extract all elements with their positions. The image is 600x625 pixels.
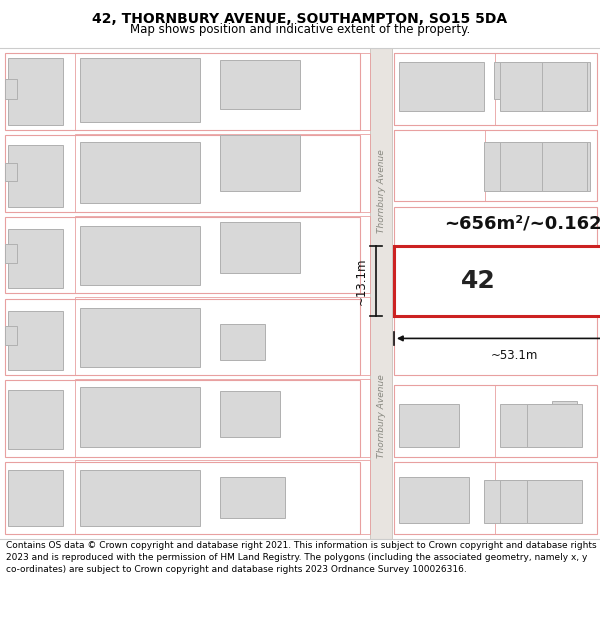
- Bar: [80, 470, 200, 526]
- Bar: [8, 58, 63, 125]
- Bar: [394, 462, 597, 534]
- Bar: [500, 142, 590, 191]
- Bar: [517, 406, 547, 436]
- Bar: [399, 478, 469, 523]
- Text: ~13.1m: ~13.1m: [355, 258, 368, 305]
- Text: Map shows position and indicative extent of the property.: Map shows position and indicative extent…: [130, 23, 470, 36]
- Text: 42, THORNBURY AVENUE, SOUTHAMPTON, SO15 5DA: 42, THORNBURY AVENUE, SOUTHAMPTON, SO15 …: [92, 12, 508, 26]
- Bar: [5, 79, 17, 99]
- Bar: [75, 216, 370, 293]
- Text: Thornbury Avenue: Thornbury Avenue: [377, 374, 386, 458]
- Bar: [552, 253, 572, 273]
- Bar: [80, 308, 200, 367]
- Bar: [5, 135, 360, 212]
- Bar: [5, 299, 360, 375]
- Text: ~53.1m: ~53.1m: [490, 349, 538, 362]
- Bar: [75, 53, 370, 130]
- Bar: [370, 48, 392, 539]
- Bar: [80, 388, 200, 447]
- Bar: [394, 386, 597, 457]
- Bar: [8, 311, 63, 370]
- Bar: [527, 481, 582, 523]
- Bar: [220, 478, 285, 518]
- Bar: [527, 404, 582, 447]
- Bar: [500, 481, 570, 523]
- Bar: [399, 62, 484, 111]
- Bar: [484, 481, 544, 523]
- Bar: [5, 162, 17, 181]
- Bar: [8, 389, 63, 449]
- Bar: [552, 401, 577, 426]
- Bar: [394, 53, 495, 125]
- Bar: [5, 462, 360, 534]
- Bar: [220, 222, 300, 273]
- Bar: [220, 135, 300, 191]
- Bar: [220, 61, 300, 109]
- Bar: [5, 244, 17, 262]
- Bar: [394, 462, 495, 534]
- Bar: [5, 217, 360, 293]
- Bar: [8, 229, 63, 288]
- Bar: [517, 248, 547, 273]
- Bar: [220, 391, 280, 436]
- Bar: [394, 53, 597, 125]
- Bar: [8, 470, 63, 526]
- Bar: [220, 324, 265, 360]
- Bar: [494, 62, 564, 99]
- Bar: [542, 142, 587, 191]
- Bar: [542, 62, 587, 111]
- Text: Contains OS data © Crown copyright and database right 2021. This information is : Contains OS data © Crown copyright and d…: [6, 541, 596, 574]
- Bar: [5, 381, 360, 457]
- Bar: [399, 404, 459, 447]
- Text: Thornbury Avenue: Thornbury Avenue: [377, 149, 386, 233]
- Text: 42: 42: [461, 269, 496, 293]
- Bar: [8, 145, 63, 206]
- Bar: [394, 130, 485, 201]
- Text: ~656m²/~0.162ac.: ~656m²/~0.162ac.: [445, 215, 600, 233]
- Bar: [500, 62, 590, 111]
- Bar: [75, 379, 370, 457]
- Bar: [5, 326, 17, 344]
- Bar: [5, 53, 360, 130]
- Bar: [500, 404, 565, 447]
- Bar: [394, 386, 495, 457]
- Bar: [75, 460, 370, 534]
- Bar: [75, 134, 370, 212]
- Bar: [80, 58, 200, 122]
- Bar: [394, 130, 597, 201]
- Bar: [75, 296, 370, 375]
- Bar: [80, 226, 200, 285]
- Bar: [80, 142, 200, 204]
- Bar: [394, 206, 597, 375]
- Bar: [394, 246, 600, 316]
- Bar: [484, 142, 564, 191]
